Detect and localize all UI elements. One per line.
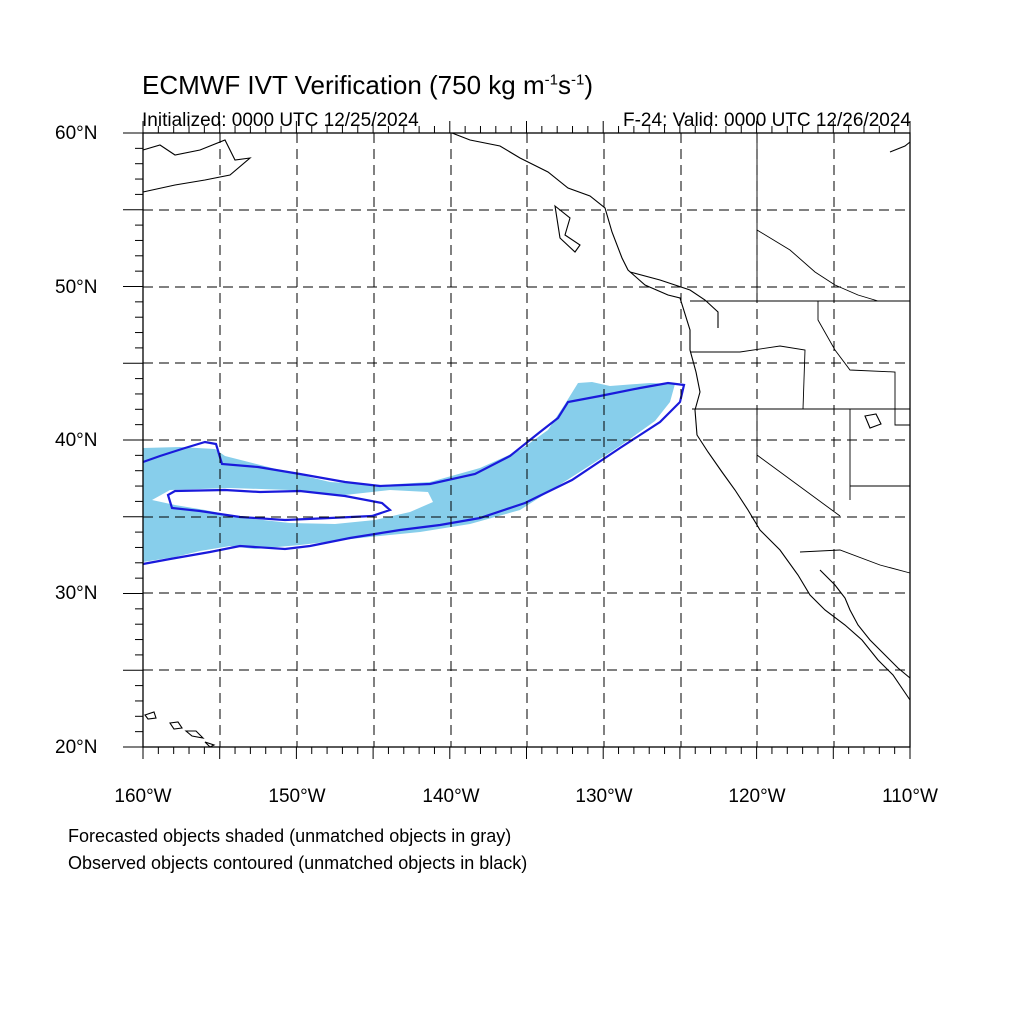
- observed-object: [142, 381, 686, 566]
- axis-ticks: [123, 121, 911, 759]
- lon-label-130w: 130°W: [575, 786, 633, 807]
- lon-label-160w: 160°W: [114, 786, 172, 807]
- valid-time: F-24: Valid: 0000 UTC 12/26/2024: [623, 110, 911, 131]
- map-title: ECMWF IVT Verification (750 kg m-1s-1): [142, 70, 593, 100]
- lat-label-30n: 30°N: [55, 583, 98, 604]
- lon-label-120w: 120°W: [728, 786, 786, 807]
- state-borders: [690, 133, 911, 574]
- lon-label-150w: 150°W: [268, 786, 326, 807]
- coastlines: [142, 132, 911, 748]
- lon-label-140w: 140°W: [422, 786, 480, 807]
- lat-label-50n: 50°N: [55, 277, 98, 298]
- observed-note: Observed objects contoured (unmatched ob…: [68, 853, 528, 873]
- forecast-note: Forecasted objects shaded (unmatched obj…: [68, 826, 512, 846]
- forecast-object: [143, 382, 675, 562]
- lat-label-60n: 60°N: [55, 123, 98, 144]
- graticule: [143, 133, 910, 747]
- lon-label-110w: 110°W: [882, 786, 938, 807]
- lat-label-20n: 20°N: [55, 737, 98, 758]
- init-time: Initialized: 0000 UTC 12/25/2024: [142, 110, 419, 131]
- lat-label-40n: 40°N: [55, 430, 98, 451]
